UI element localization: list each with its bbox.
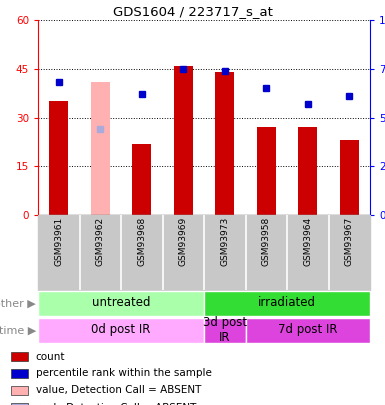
Bar bbox=[204, 318, 246, 343]
Bar bbox=[132, 143, 151, 215]
Text: 7d post IR: 7d post IR bbox=[278, 324, 338, 337]
Bar bbox=[216, 72, 234, 215]
Text: 3d post
IR: 3d post IR bbox=[203, 316, 247, 344]
Bar bbox=[298, 127, 317, 215]
Text: percentile rank within the sample: percentile rank within the sample bbox=[36, 369, 212, 379]
Bar bbox=[204, 291, 370, 316]
Bar bbox=[91, 82, 110, 215]
Bar bbox=[174, 66, 192, 215]
Text: GSM93962: GSM93962 bbox=[96, 217, 105, 266]
Text: other ▶: other ▶ bbox=[0, 298, 36, 309]
Bar bbox=[12, 369, 28, 378]
Text: time ▶: time ▶ bbox=[0, 326, 36, 335]
Text: GSM93967: GSM93967 bbox=[345, 217, 354, 266]
Bar bbox=[38, 318, 204, 343]
Text: GSM93961: GSM93961 bbox=[54, 217, 63, 266]
Bar bbox=[340, 140, 358, 215]
Bar bbox=[38, 215, 370, 290]
Bar bbox=[12, 403, 28, 405]
Bar bbox=[38, 291, 204, 316]
Bar bbox=[246, 318, 370, 343]
Text: GSM93964: GSM93964 bbox=[303, 217, 312, 266]
Text: GSM93973: GSM93973 bbox=[220, 217, 229, 266]
Text: GSM93969: GSM93969 bbox=[179, 217, 188, 266]
Text: GSM93968: GSM93968 bbox=[137, 217, 146, 266]
Text: GDS1604 / 223717_s_at: GDS1604 / 223717_s_at bbox=[112, 5, 273, 18]
Bar bbox=[49, 101, 68, 215]
Text: rank, Detection Call = ABSENT: rank, Detection Call = ABSENT bbox=[36, 403, 196, 405]
Text: count: count bbox=[36, 352, 65, 362]
Text: value, Detection Call = ABSENT: value, Detection Call = ABSENT bbox=[36, 386, 201, 396]
Bar bbox=[257, 127, 276, 215]
Bar bbox=[12, 352, 28, 361]
Text: irradiated: irradiated bbox=[258, 296, 316, 309]
Bar bbox=[12, 386, 28, 395]
Text: untreated: untreated bbox=[92, 296, 150, 309]
Text: GSM93958: GSM93958 bbox=[262, 217, 271, 266]
Text: 0d post IR: 0d post IR bbox=[91, 324, 151, 337]
